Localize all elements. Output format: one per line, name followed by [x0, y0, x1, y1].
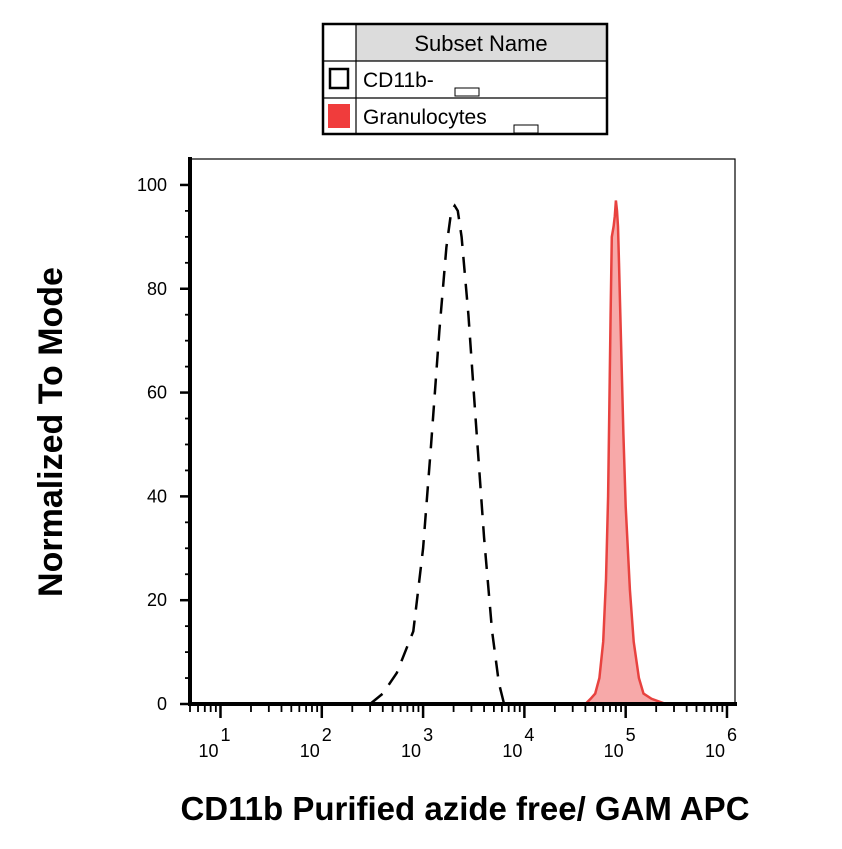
legend-swatch-granulocytes: [328, 104, 350, 128]
x-tick-exponent: 1: [220, 725, 230, 745]
x-tick-exponent: 4: [524, 725, 534, 745]
x-axis-title: CD11b Purified azide free/ GAM APC: [180, 790, 749, 827]
y-tick-label: 60: [147, 383, 167, 403]
x-tick-label: 10: [300, 741, 320, 761]
y-tick-label: 80: [147, 279, 167, 299]
legend-header-bg: [356, 25, 606, 61]
y-axis-ticks: 0 20 40 60 80 100: [137, 175, 190, 714]
legend-label-granulocytes: Granulocytes: [363, 106, 487, 129]
series-line-cd11b: [369, 203, 506, 705]
legend-marker-cd11b-neg: [454, 87, 480, 97]
legend-header: Subset Name: [414, 31, 547, 56]
legend-swatch-cd11b-neg: [328, 67, 350, 90]
series-area-granulocytes: [198, 200, 727, 704]
legend-marker-granulocytes: [513, 124, 539, 134]
x-tick-label: 10: [502, 741, 522, 761]
series-line-granulocytes: [198, 200, 727, 706]
y-tick-label: 20: [147, 590, 167, 610]
y-tick-label: 0: [157, 694, 167, 714]
legend-label-cd11b-neg: CD11b-: [363, 69, 434, 92]
x-tick-label: 10: [604, 741, 624, 761]
y-axis-title: Normalized To Mode: [32, 267, 70, 597]
x-tick-exponent: 2: [322, 725, 332, 745]
x-tick-exponent: 5: [626, 725, 636, 745]
x-tick-exponent: 6: [727, 725, 737, 745]
x-tick-label: 10: [401, 741, 421, 761]
y-tick-label: 40: [147, 486, 167, 506]
x-tick-label: 10: [198, 741, 218, 761]
x-tick-label: 10: [705, 741, 725, 761]
x-tick-exponent: 3: [423, 725, 433, 745]
legend: Subset Name CD11b- Granulocytes: [321, 22, 609, 136]
legend-frame: [321, 22, 609, 136]
y-tick-label: 100: [137, 175, 167, 195]
series-layer: [198, 200, 727, 706]
